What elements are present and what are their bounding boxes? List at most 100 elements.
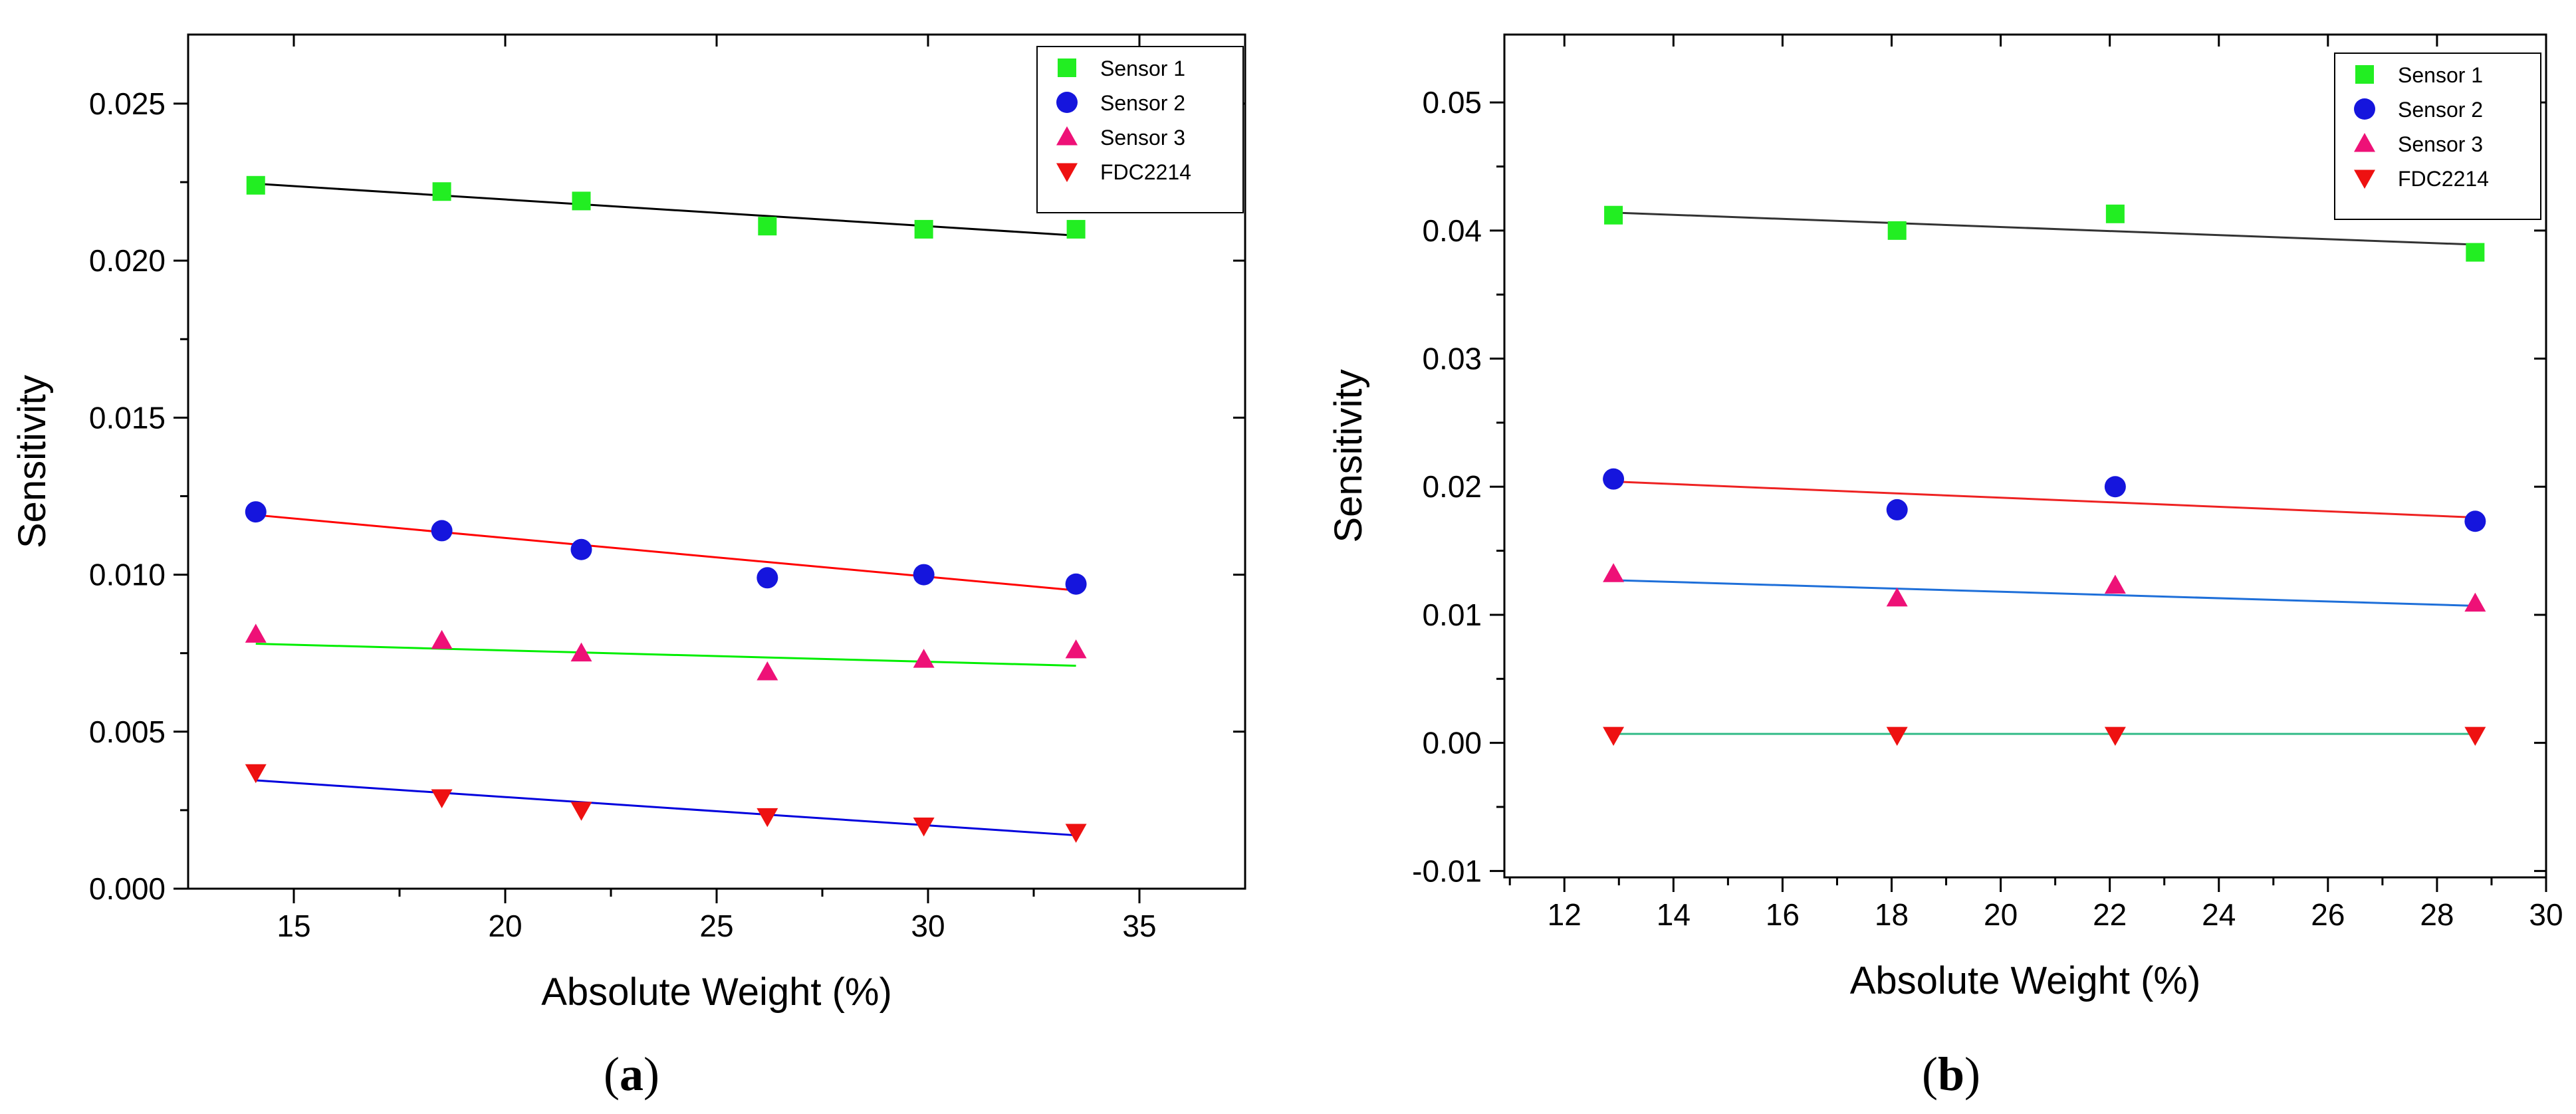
- data-point: [757, 661, 778, 681]
- plot-frame: [1503, 33, 2547, 879]
- data-point: [1065, 824, 1087, 843]
- x-tick-label: 18: [1875, 897, 1909, 932]
- legend-marker: [2354, 98, 2375, 120]
- legend-label: Sensor 2: [1100, 91, 1185, 115]
- legend-label: FDC2214: [2398, 167, 2489, 191]
- data-point: [758, 217, 777, 236]
- data-point: [1886, 587, 1908, 607]
- series-sensor-1: [1604, 204, 2485, 262]
- x-tick-label: 24: [2202, 897, 2236, 932]
- y-axis-title: Sensitivity: [1327, 369, 1370, 542]
- chart-panel-a: 15 20 25 30 35 0.000 0.005 0.010 0.015 0.020 0.025…: [11, 33, 1246, 1101]
- fit-line: [1613, 211, 2476, 246]
- fit-line: [1613, 579, 2476, 607]
- y-axis-title: Sensitivity: [11, 375, 54, 548]
- series-sensor-1: [246, 175, 1086, 239]
- data-point: [432, 182, 451, 201]
- x-tick-label: 16: [1766, 897, 1800, 932]
- data-point: [1065, 639, 1087, 659]
- legend-marker: [1058, 58, 1076, 77]
- data-point: [1886, 726, 1908, 746]
- legend-marker: [2354, 133, 2375, 152]
- x-axis-title: Absolute Weight (%): [541, 970, 892, 1014]
- y-tick-label: 0.015: [89, 400, 166, 435]
- y-tick-label: -0.01: [1412, 853, 1482, 888]
- x-tick-label: 30: [911, 909, 945, 943]
- data-point: [245, 501, 267, 523]
- y-tick-label: 0.04: [1422, 213, 1482, 248]
- fit-line: [255, 182, 1076, 237]
- x-tick-label: 15: [277, 909, 310, 943]
- data-point: [2104, 574, 2126, 594]
- data-point: [2464, 510, 2486, 532]
- legend-label: FDC2214: [1100, 160, 1191, 184]
- legend-marker: [2355, 65, 2374, 84]
- x-tick-label: 12: [1548, 897, 1581, 932]
- y-tick-label: 0.025: [89, 86, 166, 121]
- fit-line: [255, 514, 1076, 592]
- y-tick-label: 0.005: [89, 715, 166, 749]
- y-tick-label: 0.01: [1422, 598, 1482, 632]
- data-point: [570, 802, 592, 821]
- x-tick-label: 14: [1657, 897, 1691, 932]
- data-point: [913, 564, 935, 586]
- data-point: [2104, 476, 2126, 498]
- y-tick-label: 0.02: [1422, 469, 1482, 504]
- y-tick-label: 0.000: [89, 871, 166, 906]
- legend-marker: [1056, 126, 1078, 146]
- legend-label: Sensor 2: [2398, 98, 2483, 122]
- y-tick-label: 0.020: [89, 243, 166, 278]
- data-point: [245, 764, 267, 784]
- legend-label: Sensor 1: [1100, 56, 1185, 80]
- y-tick-label: 0.010: [89, 558, 166, 592]
- x-tick-label: 25: [699, 909, 733, 943]
- x-tick-label: 30: [2529, 897, 2563, 932]
- data-point: [2105, 204, 2125, 223]
- data-point: [431, 520, 453, 542]
- legend-marker: [1056, 163, 1078, 182]
- x-tick-label: 22: [2093, 897, 2127, 932]
- x-tick-label: 26: [2311, 897, 2345, 932]
- legend: Sensor 1 Sensor 2 Sensor 3 FDC2214: [1036, 46, 1244, 213]
- legend: Sensor 1 Sensor 2 Sensor 3 FDC2214: [2334, 53, 2541, 220]
- data-point: [570, 642, 592, 662]
- data-point: [431, 629, 453, 649]
- legend-marker: [1056, 92, 1078, 113]
- y-tick-label: 0.00: [1422, 726, 1482, 760]
- x-tick-label: 35: [1122, 909, 1156, 943]
- x-axis-title: Absolute Weight (%): [1850, 959, 2201, 1002]
- series-fdc2214: [245, 764, 1087, 843]
- data-point: [431, 789, 453, 808]
- data-point: [2464, 726, 2486, 746]
- data-point: [757, 567, 778, 589]
- data-point: [2466, 243, 2485, 262]
- data-point: [1604, 205, 1623, 225]
- data-point: [1886, 499, 1908, 520]
- series-sensor-3: [1603, 563, 2486, 612]
- data-point: [757, 808, 778, 828]
- chart-panel-b: 12 14 16 18 20 22 24 26 28 30 -0.01 0.00 0.01 0.02 0.0…: [1327, 33, 2563, 1101]
- data-point: [1065, 573, 1087, 595]
- legend-label: Sensor 3: [1100, 126, 1185, 150]
- series-sensor-3: [245, 623, 1087, 681]
- y-tick-label: 0.03: [1422, 342, 1482, 376]
- series-sensor-2: [245, 501, 1087, 595]
- data-point: [913, 818, 935, 837]
- y-tick-label: 0.05: [1422, 85, 1482, 120]
- panel-label: (b): [1922, 1048, 1980, 1101]
- data-point: [572, 191, 591, 211]
- data-point: [246, 175, 265, 195]
- data-point: [245, 623, 267, 643]
- data-point: [1066, 219, 1086, 239]
- legend-label: Sensor 1: [2398, 63, 2483, 87]
- series-fdc2214: [1603, 726, 2486, 746]
- data-point: [913, 649, 935, 668]
- data-point: [570, 538, 592, 560]
- series-sensor-2: [1603, 468, 2486, 532]
- fit-line: [255, 643, 1076, 667]
- x-tick-label: 20: [488, 909, 522, 943]
- legend-label: Sensor 3: [2398, 132, 2483, 156]
- data-point: [1603, 468, 1625, 490]
- data-point: [1603, 726, 1625, 746]
